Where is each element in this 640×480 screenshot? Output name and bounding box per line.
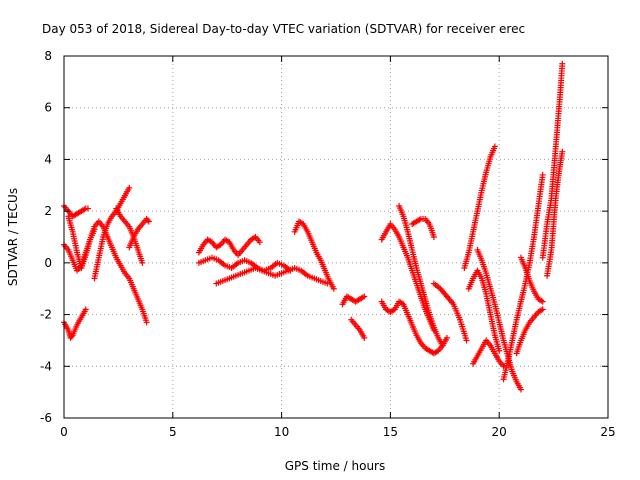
data-point: [330, 285, 337, 292]
series-arc-q: [396, 202, 446, 349]
data-point: [559, 60, 566, 67]
y-tick-label: -4: [40, 359, 52, 373]
series-arc-r: [409, 215, 437, 240]
data-point: [144, 217, 151, 224]
data-point: [143, 319, 150, 326]
data-point: [361, 334, 368, 341]
series-arc-o: [378, 298, 450, 357]
series-arc-h: [126, 215, 152, 251]
data-point: [491, 143, 498, 150]
data-point: [539, 306, 546, 313]
data-point: [539, 171, 546, 178]
y-tick-label: -2: [40, 308, 52, 322]
series-arc-k: [213, 265, 331, 287]
plot-frame: [63, 55, 609, 419]
series-arc-aa: [539, 60, 566, 261]
data-point: [126, 184, 133, 191]
data-point: [68, 333, 75, 340]
y-axis-label: SDTVAR / TECUs: [6, 188, 20, 286]
x-tick-label: 15: [383, 425, 398, 439]
data-point: [443, 334, 450, 341]
x-tick-label: 5: [169, 425, 177, 439]
series-arc-u: [465, 267, 503, 354]
y-tick-label: 0: [44, 256, 52, 270]
series-arc-i: [195, 234, 263, 259]
series-arc-z: [517, 254, 546, 305]
x-tick-label: 25: [600, 425, 615, 439]
data-point: [496, 347, 503, 354]
x-tick-labels: 0 5 10 15 20 25: [60, 425, 615, 439]
chart-title: Day 053 of 2018, Sidereal Day-to-day VTE…: [42, 22, 525, 36]
data-point: [439, 342, 446, 349]
x-tick-label: 20: [492, 425, 507, 439]
data-points: [61, 60, 566, 393]
data-point: [84, 205, 91, 212]
data-point: [463, 337, 470, 344]
y-tick-label: -6: [40, 411, 52, 425]
series-arc-f: [104, 234, 150, 326]
series-arc-t: [461, 143, 498, 272]
series-arc-s: [430, 280, 470, 344]
grid-lines: [64, 56, 608, 418]
data-point: [145, 218, 152, 225]
y-tick-label: 4: [44, 152, 52, 166]
series-arc-g: [113, 205, 146, 266]
series-arc-v: [470, 337, 507, 370]
series-arc-e: [91, 184, 133, 282]
y-tick-label: 2: [44, 204, 52, 218]
series-arc-n: [348, 316, 368, 341]
data-point: [139, 259, 146, 266]
series-arc-m: [339, 293, 368, 308]
data-point: [82, 306, 89, 313]
y-tick-labels: -6 -4 -2 0 2 4 6 8: [40, 49, 52, 425]
series-arc-ab: [544, 148, 566, 279]
data-point: [517, 386, 524, 393]
series-arc-l: [291, 218, 337, 292]
data-point: [256, 239, 263, 246]
x-tick-label: 10: [274, 425, 289, 439]
data-point: [430, 234, 437, 240]
x-axis-label: GPS time / hours: [285, 459, 386, 473]
series-arc-b: [61, 306, 89, 341]
x-tick-label: 0: [60, 425, 68, 439]
axis-ticks: [63, 55, 609, 419]
series-arc-x: [500, 171, 546, 383]
y-tick-label: 6: [44, 101, 52, 115]
y-tick-label: 8: [44, 49, 52, 63]
data-point: [539, 298, 546, 305]
data-point: [361, 293, 368, 300]
series-arc-y: [513, 306, 546, 357]
data-point: [559, 148, 566, 155]
